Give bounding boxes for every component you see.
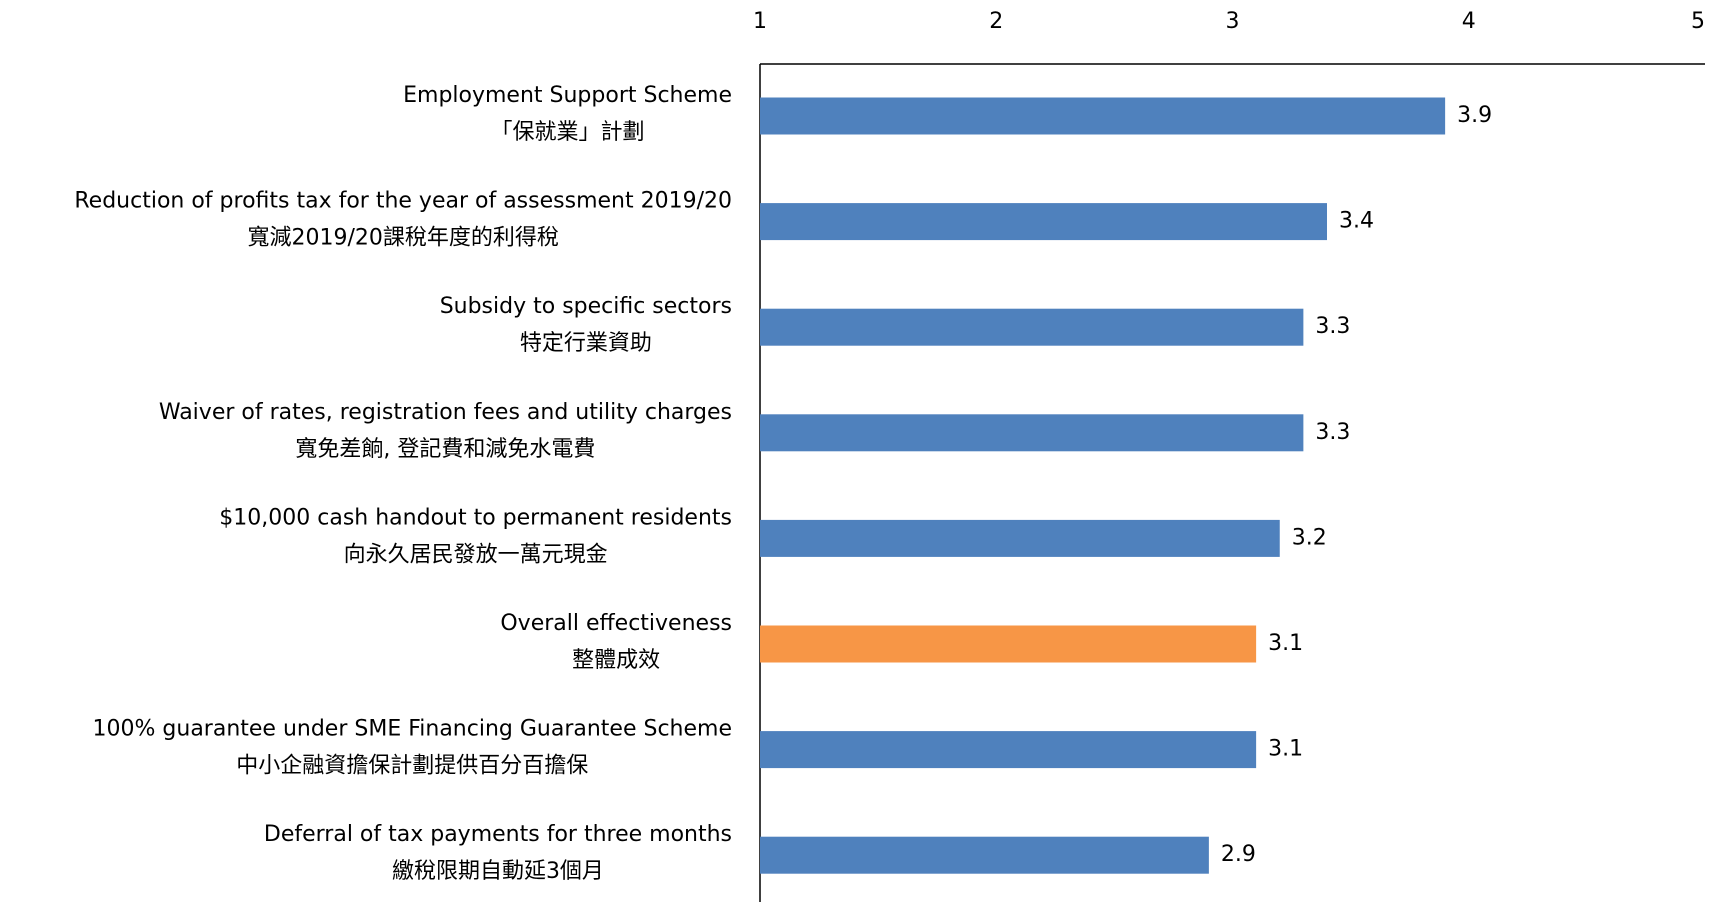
bar <box>760 731 1257 769</box>
category-label: Employment Support Scheme <box>403 83 732 108</box>
category-label-zh: 「保就業」計劃 <box>491 120 645 145</box>
data-label: 3.4 <box>1339 209 1374 234</box>
data-label: 3.9 <box>1457 103 1492 128</box>
category-label-zh: 寬減2019/20課稅年度的利得稅 <box>247 226 558 251</box>
data-label: 3.1 <box>1268 737 1303 762</box>
category-label: $10,000 cash handout to permanent reside… <box>219 505 732 530</box>
x-tick-label: 1 <box>753 9 767 34</box>
category-label: Subsidy to specific sectors <box>440 294 732 319</box>
bar <box>760 203 1327 241</box>
category-label-zh: 繳稅限期自動延3個月 <box>392 859 604 884</box>
bar <box>760 625 1257 663</box>
category-label: Waiver of rates, registration fees and u… <box>159 400 732 425</box>
category-label: Overall effectiveness <box>500 611 732 636</box>
data-label: 3.2 <box>1292 525 1327 550</box>
bar <box>760 836 1209 874</box>
data-label: 3.3 <box>1315 314 1350 339</box>
category-label: Deferral of tax payments for three month… <box>264 822 732 847</box>
x-tick-label: 3 <box>1226 9 1240 34</box>
category-label-zh: 向永久居民發放一萬元現金 <box>344 542 608 567</box>
category-label: Reduction of profits tax for the year of… <box>74 189 732 214</box>
category-label: 100% guarantee under SME Financing Guara… <box>93 717 732 742</box>
x-tick-label: 2 <box>989 9 1003 34</box>
x-tick-label: 5 <box>1691 9 1705 34</box>
bar <box>760 97 1446 135</box>
x-tick-label: 4 <box>1462 9 1476 34</box>
category-label-zh: 中小企融資擔保計劃提供百分百擔保 <box>236 754 588 779</box>
data-label: 3.3 <box>1315 420 1350 445</box>
data-label: 2.9 <box>1221 842 1256 867</box>
data-label: 3.1 <box>1268 631 1303 656</box>
bar <box>760 519 1280 557</box>
bar <box>760 308 1304 346</box>
category-label-zh: 特定行業資助 <box>520 331 652 356</box>
bar <box>760 414 1304 452</box>
category-label-zh: 寬免差餉, 登記費和減免水電費 <box>295 437 595 462</box>
category-label-zh: 整體成效 <box>572 648 660 673</box>
